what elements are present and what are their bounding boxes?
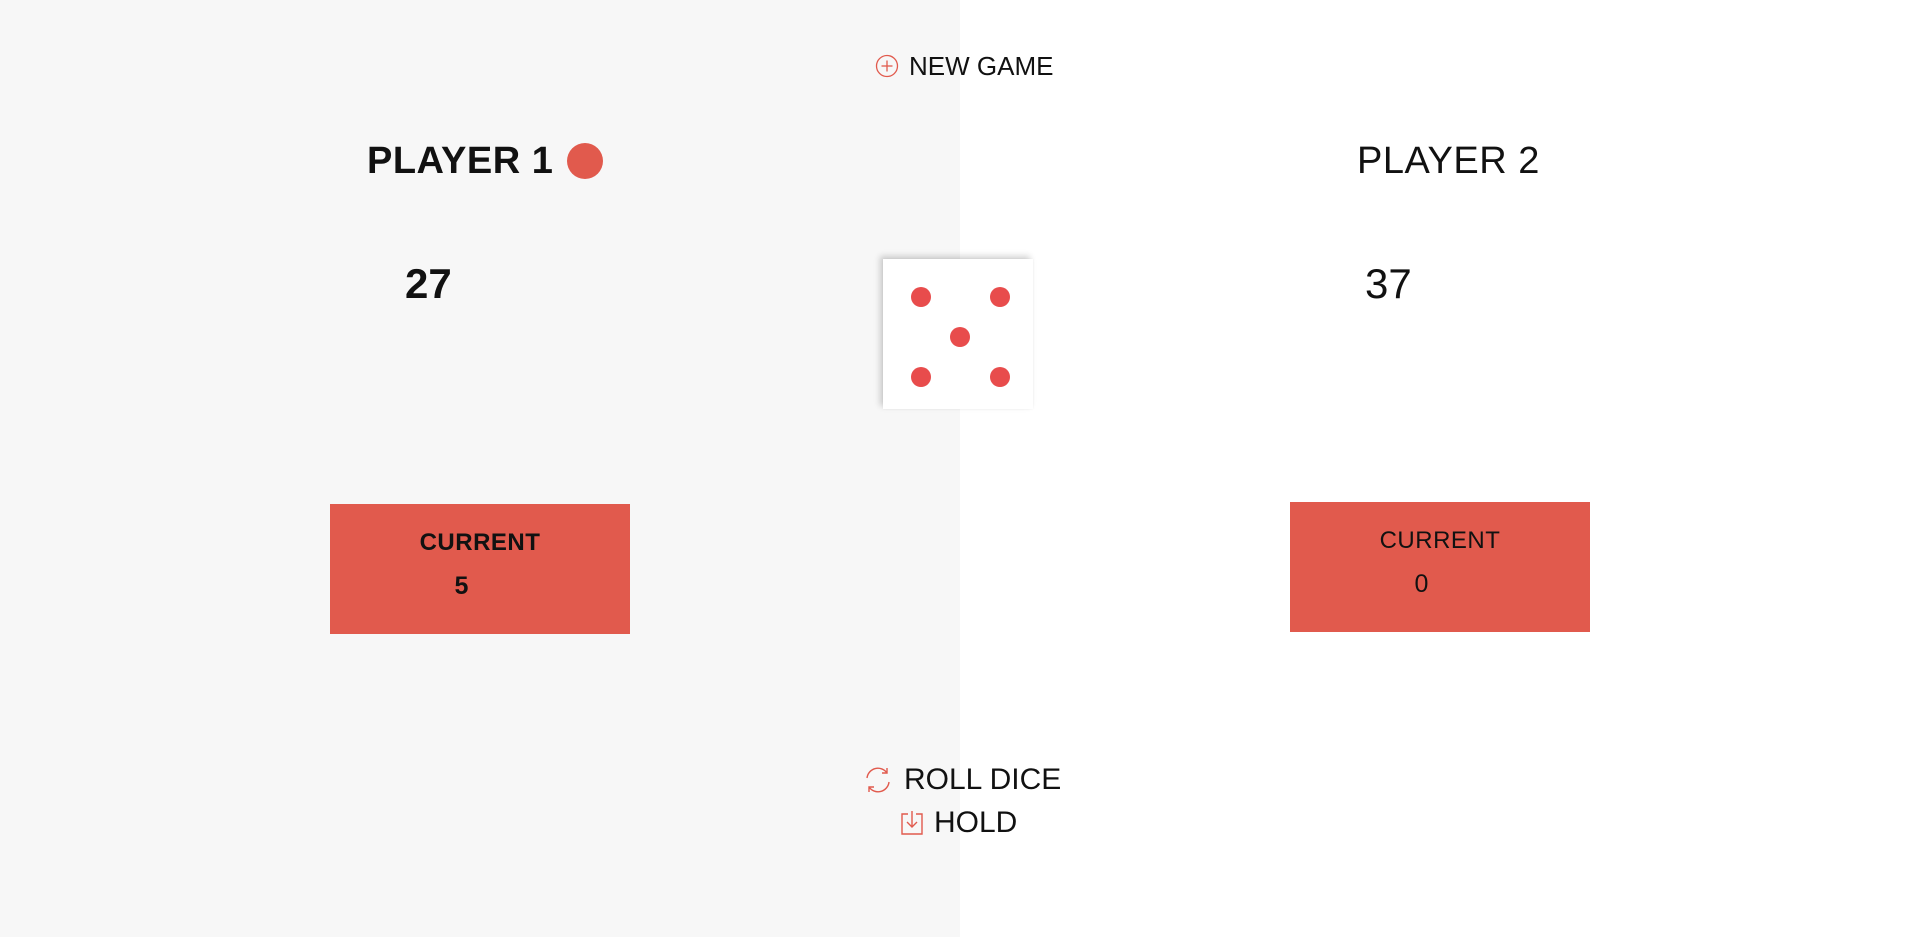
- player-2-score: 37: [1365, 260, 1412, 307]
- player-1-panel: [0, 0, 960, 937]
- roll-dice-button[interactable]: ROLL DICE: [862, 764, 1061, 796]
- player-2-current-value: 0: [1414, 570, 1429, 598]
- dice-pip: [911, 287, 931, 307]
- player-1-score: 27: [405, 260, 452, 307]
- new-game-label: NEW GAME: [909, 51, 1054, 81]
- download-icon: [900, 810, 924, 836]
- roll-dice-label: ROLL DICE: [904, 763, 1062, 796]
- player-1-name: PLAYER 1: [367, 138, 604, 184]
- player-2-name-label: PLAYER 2: [1357, 140, 1540, 182]
- dice-pip: [990, 287, 1010, 307]
- dice-pip: [911, 367, 931, 387]
- hold-label: HOLD: [934, 806, 1018, 839]
- dice-pip: [950, 327, 970, 347]
- player-1-name-label: PLAYER 1: [367, 140, 554, 182]
- player-1-current-label: CURRENT: [419, 529, 541, 556]
- player-1-current-box: CURRENT 5: [330, 504, 630, 634]
- player-2-current-label: CURRENT: [1379, 527, 1501, 554]
- hold-button[interactable]: HOLD: [900, 807, 1017, 839]
- refresh-icon: [862, 764, 894, 796]
- player-2-name: PLAYER 2: [1357, 138, 1540, 184]
- player-2-panel: [960, 0, 1920, 937]
- new-game-button[interactable]: NEW GAME: [875, 50, 1053, 82]
- plus-circle-icon: [875, 54, 899, 78]
- active-player-indicator-icon: [567, 143, 604, 179]
- dice: [883, 259, 1033, 409]
- player-1-current-value: 5: [454, 572, 469, 600]
- player-2-current-box: CURRENT 0: [1290, 502, 1590, 632]
- dice-pip: [990, 367, 1010, 387]
